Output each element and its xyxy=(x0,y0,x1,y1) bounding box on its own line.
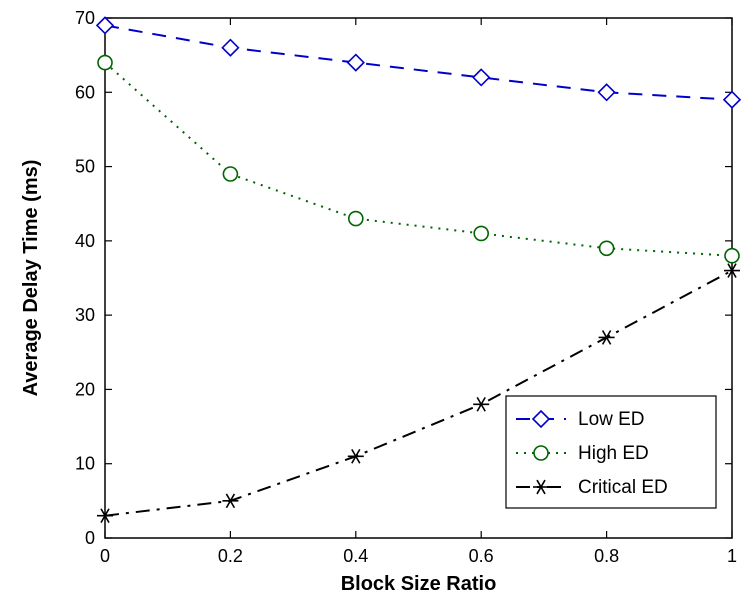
svg-text:Critical ED: Critical ED xyxy=(578,477,668,498)
svg-text:0: 0 xyxy=(85,528,95,548)
svg-text:30: 30 xyxy=(75,305,95,325)
svg-text:10: 10 xyxy=(75,454,95,474)
svg-text:0.2: 0.2 xyxy=(218,546,243,566)
svg-text:0.6: 0.6 xyxy=(469,546,494,566)
svg-text:20: 20 xyxy=(75,379,95,399)
svg-text:Block Size Ratio: Block Size Ratio xyxy=(341,573,497,595)
svg-text:Average Delay Time (ms): Average Delay Time (ms) xyxy=(20,160,42,397)
svg-text:1: 1 xyxy=(727,546,737,566)
svg-text:0.8: 0.8 xyxy=(594,546,619,566)
svg-text:Low ED: Low ED xyxy=(578,409,645,430)
chart-container: 00.20.40.60.81010203040506070Block Size … xyxy=(0,0,752,598)
svg-text:60: 60 xyxy=(75,82,95,102)
line-chart: 00.20.40.60.81010203040506070Block Size … xyxy=(0,0,752,598)
svg-text:40: 40 xyxy=(75,231,95,251)
svg-text:70: 70 xyxy=(75,8,95,28)
svg-text:50: 50 xyxy=(75,157,95,177)
svg-text:High ED: High ED xyxy=(578,443,649,464)
svg-text:0.4: 0.4 xyxy=(343,546,368,566)
svg-text:0: 0 xyxy=(100,546,110,566)
